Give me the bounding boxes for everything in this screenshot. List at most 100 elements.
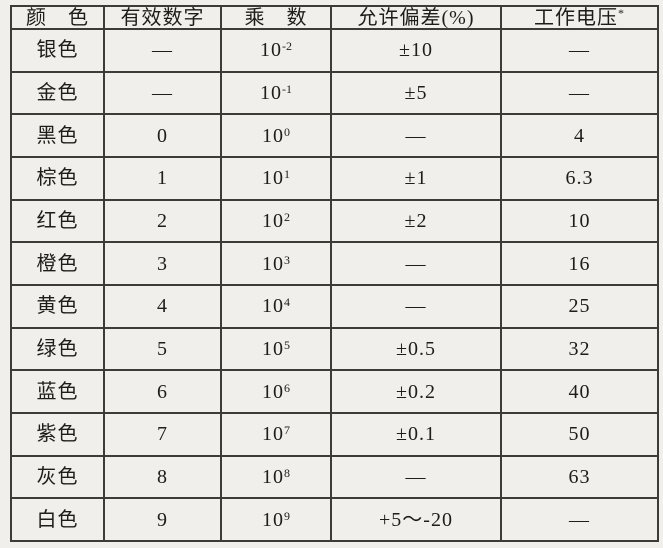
cell-color-name: 橙色 [10, 241, 105, 286]
cell-tolerance: ±0.5 [330, 326, 502, 372]
cell-multiplier: 102 [220, 198, 332, 244]
multiplier-exponent: 4 [284, 295, 290, 310]
tolerance-value: +5～-20 [379, 508, 453, 531]
multiplier-base: 10 [262, 209, 284, 232]
table-row: 紫色 7 107 ±0.1 50 [10, 411, 659, 457]
tolerance-value: ±0.1 [396, 423, 436, 446]
multiplier-exponent: 2 [284, 209, 290, 224]
multiplier-exponent: 7 [284, 423, 290, 438]
working-voltage-value: 63 [568, 465, 591, 488]
significant-digit-value: 4 [157, 295, 168, 318]
cell-color-name: 红色 [10, 198, 105, 244]
table-row: 橙色 3 103 — 16 [10, 241, 659, 286]
cell-tolerance: — [330, 283, 502, 329]
header-significant-digit: 有效数字 [103, 5, 222, 30]
color-name-label: 蓝色 [36, 380, 79, 403]
cell-working-voltage: — [500, 28, 659, 73]
cell-color-name: 紫色 [10, 411, 105, 457]
cell-significant-digit: 9 [103, 497, 222, 542]
cell-working-voltage: 32 [500, 326, 659, 372]
cell-tolerance: — [330, 454, 502, 500]
cell-significant-digit: 5 [103, 326, 222, 372]
tolerance-value: — [405, 124, 427, 147]
cell-multiplier: 10-2 [220, 28, 332, 73]
multiplier-exponent: 6 [284, 380, 290, 395]
multiplier-exponent: -1 [282, 81, 292, 96]
tolerance-value: — [405, 465, 427, 488]
multiplier-base: 10 [262, 295, 284, 318]
footnote-asterisk: * [618, 6, 625, 20]
cell-multiplier: 10-1 [220, 70, 332, 116]
multiplier-base: 10 [262, 465, 284, 488]
cell-significant-digit: — [103, 28, 222, 73]
header-row: 颜 色 有效数字 乘 数 允许偏差(%) 工作电压* [10, 5, 659, 30]
working-voltage-value: 16 [568, 252, 591, 275]
cell-color-name: 黑色 [10, 113, 105, 158]
working-voltage-value: — [569, 508, 590, 531]
working-voltage-value: 40 [568, 380, 591, 403]
header-working-voltage-label: 工作电压 [534, 7, 618, 29]
tolerance-value: ±10 [399, 39, 433, 62]
table-header: 颜 色 有效数字 乘 数 允许偏差(%) 工作电压* [10, 5, 659, 30]
multiplier-base: 10 [262, 337, 284, 360]
cell-tolerance: ±2 [330, 198, 502, 244]
multiplier-base: 10 [260, 81, 282, 104]
header-color: 颜 色 [10, 5, 105, 30]
resistor-color-code-table: 颜 色 有效数字 乘 数 允许偏差(%) 工作电压* 银色 — 10-2 ±10… [10, 5, 659, 542]
cell-tolerance: ±5 [330, 70, 502, 116]
working-voltage-value: — [569, 81, 590, 104]
color-name-label: 金色 [36, 81, 79, 104]
multiplier-base: 10 [262, 508, 284, 531]
header-multiplier: 乘 数 [220, 5, 332, 30]
table-row: 金色 — 10-1 ±5 — [10, 70, 659, 116]
cell-significant-digit: — [103, 70, 222, 116]
working-voltage-value: 25 [568, 295, 591, 318]
multiplier-exponent: 5 [284, 337, 290, 352]
cell-tolerance: ±0.2 [330, 369, 502, 414]
cell-tolerance: ±10 [330, 28, 502, 73]
significant-digit-value: 7 [157, 423, 168, 446]
cell-color-name: 黄色 [10, 283, 105, 329]
cell-significant-digit: 7 [103, 411, 222, 457]
multiplier-base: 10 [262, 252, 284, 275]
cell-multiplier: 105 [220, 326, 332, 372]
cell-multiplier: 106 [220, 369, 332, 414]
table-row: 棕色 1 101 ±1 6.3 [10, 155, 659, 201]
table-row: 黄色 4 104 — 25 [10, 283, 659, 329]
cell-multiplier: 103 [220, 241, 332, 286]
cell-multiplier: 107 [220, 411, 332, 457]
tolerance-value: ±1 [404, 167, 428, 190]
significant-digit-value: 3 [157, 252, 168, 275]
cell-multiplier: 101 [220, 155, 332, 201]
cell-significant-digit: 4 [103, 283, 222, 329]
color-name-label: 橙色 [36, 252, 79, 275]
header-working-voltage: 工作电压* [500, 5, 659, 30]
significant-digit-value: 8 [157, 465, 168, 488]
cell-working-voltage: 63 [500, 454, 659, 500]
multiplier-exponent: -2 [282, 39, 292, 54]
tolerance-value: ±0.5 [396, 337, 436, 360]
multiplier-base: 10 [262, 124, 284, 147]
table-row: 银色 — 10-2 ±10 — [10, 28, 659, 73]
multiplier-exponent: 0 [284, 124, 290, 139]
cell-color-name: 白色 [10, 497, 105, 542]
cell-working-voltage: 6.3 [500, 155, 659, 201]
working-voltage-value: 10 [568, 209, 591, 232]
cell-significant-digit: 6 [103, 369, 222, 414]
multiplier-base: 10 [262, 380, 284, 403]
cell-tolerance: +5～-20 [330, 497, 502, 542]
color-name-label: 红色 [36, 209, 79, 232]
cell-tolerance: — [330, 241, 502, 286]
significant-digit-value: 5 [157, 337, 168, 360]
tolerance-value: ±2 [404, 209, 428, 232]
header-tolerance: 允许偏差(%) [330, 5, 502, 30]
significant-digit-value: 0 [157, 124, 168, 147]
cell-multiplier: 100 [220, 113, 332, 158]
table-row: 黑色 0 100 — 4 [10, 113, 659, 158]
tolerance-value: ±0.2 [396, 380, 436, 403]
cell-significant-digit: 0 [103, 113, 222, 158]
cell-color-name: 蓝色 [10, 369, 105, 414]
table-row: 红色 2 102 ±2 10 [10, 198, 659, 244]
significant-digit-value: 6 [157, 380, 168, 403]
